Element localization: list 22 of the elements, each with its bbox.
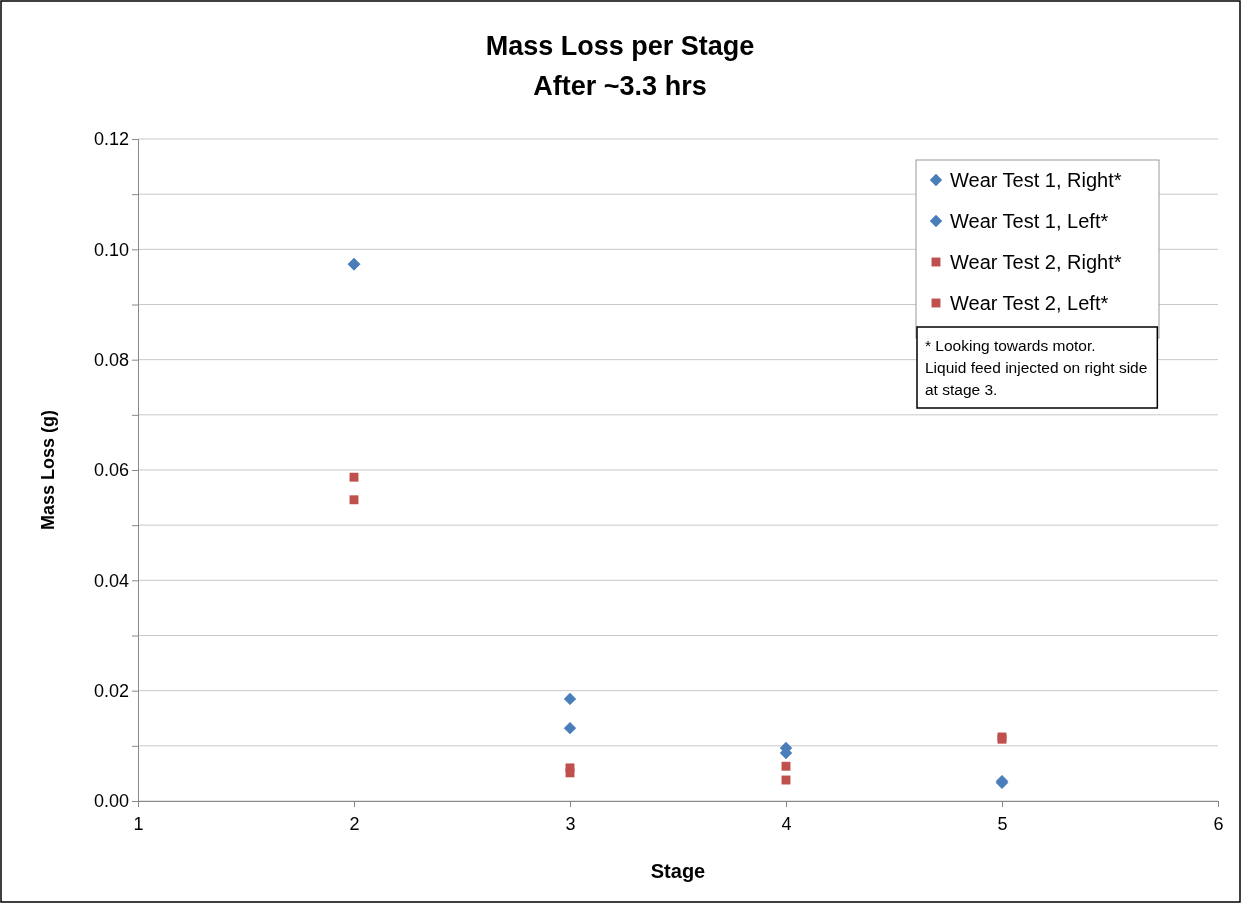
annotation: * Looking towards motor. Liquid feed injected on right side at stage 3. (925, 337, 1148, 398)
x-tick-label: 1 (133, 813, 144, 834)
y-tick-label: 0.08 (93, 349, 129, 370)
y-tick-label: 0.00 (93, 791, 129, 812)
legend-label: Wear Test 2, Left* (950, 292, 1109, 314)
legend-label: Wear Test 2, Right* (950, 251, 1122, 273)
x-axis-title: Stage (650, 860, 706, 882)
chart-title: Mass Loss per Stage (485, 31, 755, 61)
y-axis-title: Mass Loss (g) (38, 409, 58, 531)
x-tick-label: 2 (349, 813, 360, 834)
x-tick-label: 3 (565, 813, 576, 834)
x-tick-label: 5 (997, 813, 1008, 834)
legend-label: Wear Test 1, Left* (950, 210, 1109, 232)
legend-label: Wear Test 1, Right* (950, 169, 1122, 191)
chart-subtitle: After ~3.3 hrs (533, 71, 707, 101)
y-tick-label: 0.12 (93, 129, 129, 150)
y-tick-label: 0.02 (93, 680, 129, 701)
y-tick-label: 0.04 (93, 570, 129, 591)
x-tick-label: 6 (1213, 813, 1224, 834)
x-tick-label: 4 (781, 813, 792, 834)
y-tick-label: 0.06 (93, 460, 129, 481)
y-tick-label: 0.10 (93, 239, 129, 260)
